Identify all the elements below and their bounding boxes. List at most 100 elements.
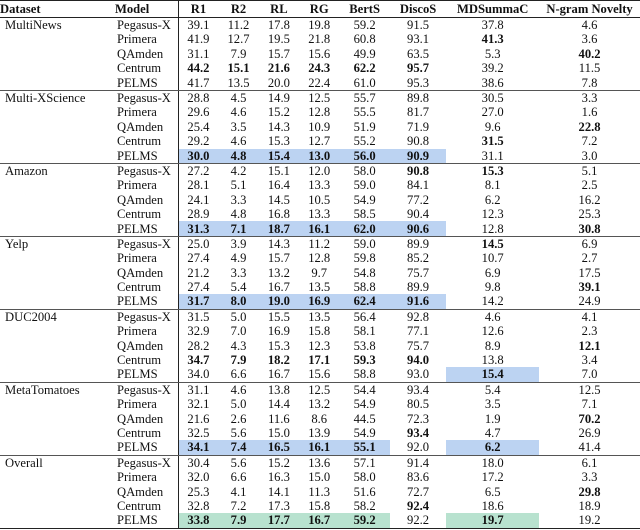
r1-cell: 31.7 bbox=[177, 294, 219, 310]
rg-cell: 16.7 bbox=[299, 513, 340, 529]
discos-cell: 77.2 bbox=[407, 192, 430, 207]
mdsummac-cell: 10.7 bbox=[481, 251, 504, 266]
table-row: Overall Pegasus-X 30.4 5.6 15.2 13.6 57.1 91.4 1… bbox=[0, 455, 640, 471]
berts-cell: 59.2 bbox=[353, 18, 376, 33]
berts-cell: 58.8 bbox=[339, 367, 390, 383]
berts-cell: 54.9 bbox=[353, 425, 376, 440]
discos-cell: 93.4 bbox=[407, 425, 430, 440]
rg-cell: 24.3 bbox=[308, 61, 331, 76]
model-cell: Centrum bbox=[116, 498, 162, 513]
ngram-novelty-cell: 18.9 bbox=[578, 498, 601, 513]
table-row: Centrum 34.7 7.9 18.2 17.1 59.3 94.0 13.8 3.4 bbox=[0, 352, 640, 368]
model-cell: PELMS bbox=[114, 367, 179, 383]
header-model: Model bbox=[114, 0, 179, 18]
ngram-novelty-cell: 12.1 bbox=[578, 338, 601, 353]
rg-cell: 15.8 bbox=[308, 498, 331, 513]
table-row: Primera 29.6 4.6 15.2 12.8 55.5 81.7 27.0 1.6 bbox=[0, 105, 640, 120]
ngram-novelty-cell: 39.1 bbox=[578, 280, 601, 295]
r2-cell: 3.5 bbox=[230, 119, 247, 134]
berts-cell: 62.0 bbox=[339, 221, 390, 237]
rl-cell: 14.9 bbox=[267, 91, 290, 105]
rg-cell: 10.9 bbox=[308, 119, 331, 134]
dataset-cell bbox=[0, 266, 115, 280]
model-cell: QAmden bbox=[116, 338, 164, 353]
dataset-cell bbox=[0, 294, 115, 310]
rl-cell: 16.3 bbox=[267, 470, 290, 485]
berts-cell: 58.8 bbox=[353, 280, 376, 295]
model-cell: Primera bbox=[116, 105, 157, 120]
dataset-cell: DUC2004 bbox=[5, 309, 57, 324]
rg-cell: 12.5 bbox=[308, 382, 331, 397]
mdsummac-cell: 12.8 bbox=[446, 221, 540, 237]
rl-cell: 16.5 bbox=[258, 440, 300, 456]
dataset-cell bbox=[0, 324, 115, 338]
r1-cell: 31.1 bbox=[177, 382, 219, 398]
table-row: QAmden 24.1 3.3 14.5 10.5 54.9 77.2 6.2 16.2 bbox=[0, 192, 640, 208]
model-cell: PELMS bbox=[114, 221, 179, 237]
rg-cell: 22.4 bbox=[299, 75, 340, 91]
model-cell: QAmden bbox=[116, 119, 164, 134]
discos-cell: 90.8 bbox=[407, 134, 430, 149]
rl-cell: 16.9 bbox=[267, 324, 290, 339]
r2-cell: 3.3 bbox=[230, 265, 247, 280]
r1-cell: 31.1 bbox=[177, 46, 219, 62]
r2-cell: 4.5 bbox=[230, 91, 247, 105]
dataset-cell bbox=[0, 120, 115, 134]
model-cell: PELMS bbox=[114, 148, 179, 164]
header-berts: BertS bbox=[339, 0, 390, 18]
model-cell: QAmden bbox=[116, 192, 164, 207]
rg-cell: 13.3 bbox=[308, 207, 331, 222]
berts-cell: 59.3 bbox=[353, 353, 376, 368]
table-row: Primera 32.1 5.0 14.4 13.2 54.9 80.5 3.5 7.1 bbox=[0, 397, 640, 412]
r1-cell: 28.9 bbox=[177, 207, 219, 222]
r2-cell: 5.6 bbox=[230, 425, 247, 440]
table-row: MultiNews Pegasus-X 39.1 11.2 17.8 19.8 59.2 91… bbox=[0, 17, 640, 33]
discos-cell: 83.6 bbox=[407, 470, 430, 485]
r1-cell: 28.8 bbox=[177, 90, 219, 106]
rl-cell: 20.0 bbox=[258, 75, 300, 91]
dataset-cell bbox=[0, 178, 115, 192]
rl-cell: 17.8 bbox=[267, 18, 290, 33]
table-row: Primera 32.0 6.6 16.3 15.0 58.0 83.6 17.2 3.3 bbox=[0, 470, 640, 485]
ngram-novelty-cell: 7.1 bbox=[581, 397, 598, 412]
table-row: MetaTomatoes Pegasus-X 31.1 4.6 13.8 12.5 54.4… bbox=[0, 382, 640, 398]
discos-cell: 95.7 bbox=[407, 61, 430, 76]
berts-cell: 55.5 bbox=[353, 105, 376, 120]
model-cell: QAmden bbox=[116, 46, 164, 61]
r2-cell: 4.1 bbox=[230, 484, 247, 499]
dataset-cell bbox=[0, 426, 115, 440]
r2-cell: 12.7 bbox=[227, 32, 250, 47]
rl-cell: 15.5 bbox=[267, 309, 290, 324]
discos-cell: 90.8 bbox=[407, 163, 430, 178]
dataset-cell bbox=[0, 367, 115, 383]
model-cell: PELMS bbox=[114, 440, 179, 456]
r1-cell: 32.9 bbox=[177, 324, 219, 339]
discos-cell: 93.4 bbox=[407, 382, 430, 397]
rl-cell: 15.1 bbox=[267, 163, 290, 178]
dataset-cell bbox=[0, 353, 115, 367]
model-cell: Pegasus-X bbox=[116, 382, 171, 397]
rl-cell: 15.2 bbox=[267, 105, 290, 120]
r1-cell: 39.1 bbox=[177, 17, 219, 33]
r2-cell: 4.6 bbox=[230, 105, 247, 120]
table-row: Centrum 32.5 5.6 15.0 13.9 54.9 93.4 4.7 26.9 bbox=[0, 425, 640, 441]
ngram-novelty-cell: 3.3 bbox=[581, 91, 598, 105]
rg-cell: 12.3 bbox=[308, 338, 331, 353]
ngram-novelty-cell: 3.6 bbox=[581, 32, 598, 47]
r1-cell: 25.3 bbox=[177, 484, 219, 499]
rl-cell: 17.3 bbox=[267, 498, 290, 513]
discos-cell: 84.1 bbox=[407, 178, 430, 193]
r2-cell: 6.6 bbox=[218, 367, 259, 383]
r1-cell: 30.0 bbox=[177, 148, 219, 164]
header-rl: RL bbox=[258, 0, 300, 18]
r2-cell: 7.0 bbox=[230, 324, 247, 339]
rl-cell: 18.7 bbox=[258, 221, 300, 237]
dataset-cell bbox=[0, 470, 115, 484]
rg-cell: 15.6 bbox=[308, 46, 331, 61]
rl-cell: 15.3 bbox=[267, 134, 290, 149]
r2-cell: 4.6 bbox=[230, 382, 247, 397]
berts-cell: 58.1 bbox=[353, 324, 376, 339]
ngram-novelty-cell: 2.5 bbox=[581, 178, 598, 193]
r1-cell: 41.7 bbox=[177, 75, 219, 91]
berts-cell: 61.0 bbox=[339, 75, 390, 91]
